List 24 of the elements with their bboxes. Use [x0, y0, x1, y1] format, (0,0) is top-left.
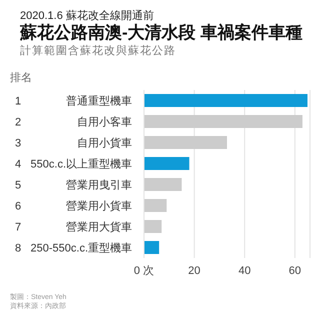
bar — [144, 94, 308, 107]
category-label: 7 營業用大貨車 — [14, 222, 132, 234]
x-tick-label: 60 — [288, 264, 302, 277]
chart-subtitle: 計算範圍含蘇花改與蘇花公路 — [20, 44, 176, 58]
category-label: 5 營業用曳引車 — [14, 180, 132, 192]
category-label: 1 普通重型機車 — [14, 96, 132, 108]
bar — [144, 157, 190, 170]
category-label: 2 自用小客車 — [14, 116, 132, 128]
y-axis-title: 排名 — [10, 71, 32, 85]
text: 2020.1.6 蘇花改全線開通前 — [20, 8, 154, 23]
x-tick-label: 0 次 — [134, 264, 154, 277]
bar — [144, 199, 167, 212]
y-tick-label: 8 250-550c.c.重型機車 — [14, 242, 132, 254]
category-label: 3 自用小貨車 — [14, 138, 132, 150]
x-tick-label: 40 — [238, 264, 251, 277]
bar — [144, 115, 302, 128]
chart-title: 蘇花公路南澳-大清水段 車禍案件車種 — [20, 22, 302, 44]
category-label: 6 營業用小貨車 — [14, 200, 132, 212]
bar — [144, 241, 160, 254]
bar — [144, 178, 182, 191]
bar — [144, 220, 162, 233]
y-tick-label: 4 550c.c.以上重型機車 — [14, 158, 132, 170]
bar — [144, 136, 227, 149]
x-tick-label: 20 — [188, 264, 200, 277]
